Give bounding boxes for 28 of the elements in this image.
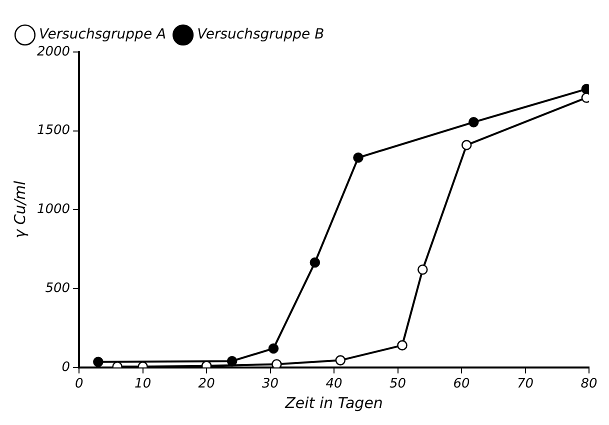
y-tick-label: 500: [45, 280, 70, 296]
x-tick-label: 0: [74, 376, 84, 392]
x-axis-title: Zeit in Tagen: [284, 394, 383, 412]
point: [310, 257, 320, 268]
legend-label: Versuchsgruppe A: [39, 26, 166, 43]
point: [461, 140, 472, 150]
x-tick-label: 80: [580, 376, 598, 392]
point: [93, 356, 104, 368]
point: [397, 340, 408, 350]
legend-label: Versuchsgruppe B: [197, 26, 324, 43]
point: [268, 343, 279, 354]
y-axis-title: γ Cu/ml: [10, 180, 29, 238]
y-tick-label: 0: [62, 360, 70, 375]
point: [353, 152, 364, 163]
x-tick-label: 10: [134, 376, 152, 392]
point: [272, 359, 282, 368]
y-tick-label: 1000: [36, 202, 70, 218]
x-tick-label: 70: [516, 376, 534, 392]
point: [335, 355, 346, 366]
point: [468, 117, 479, 128]
x-tick-label: 50: [390, 376, 406, 392]
x-tick-label: 60: [453, 376, 470, 392]
point: [417, 264, 428, 275]
y-tick-label: 2000: [36, 44, 70, 60]
x-tick-label: 30: [262, 376, 279, 392]
y-tick-label: 1500: [36, 123, 70, 138]
x-tick-label: 40: [326, 376, 342, 392]
x-tick-label: 20: [198, 376, 215, 392]
